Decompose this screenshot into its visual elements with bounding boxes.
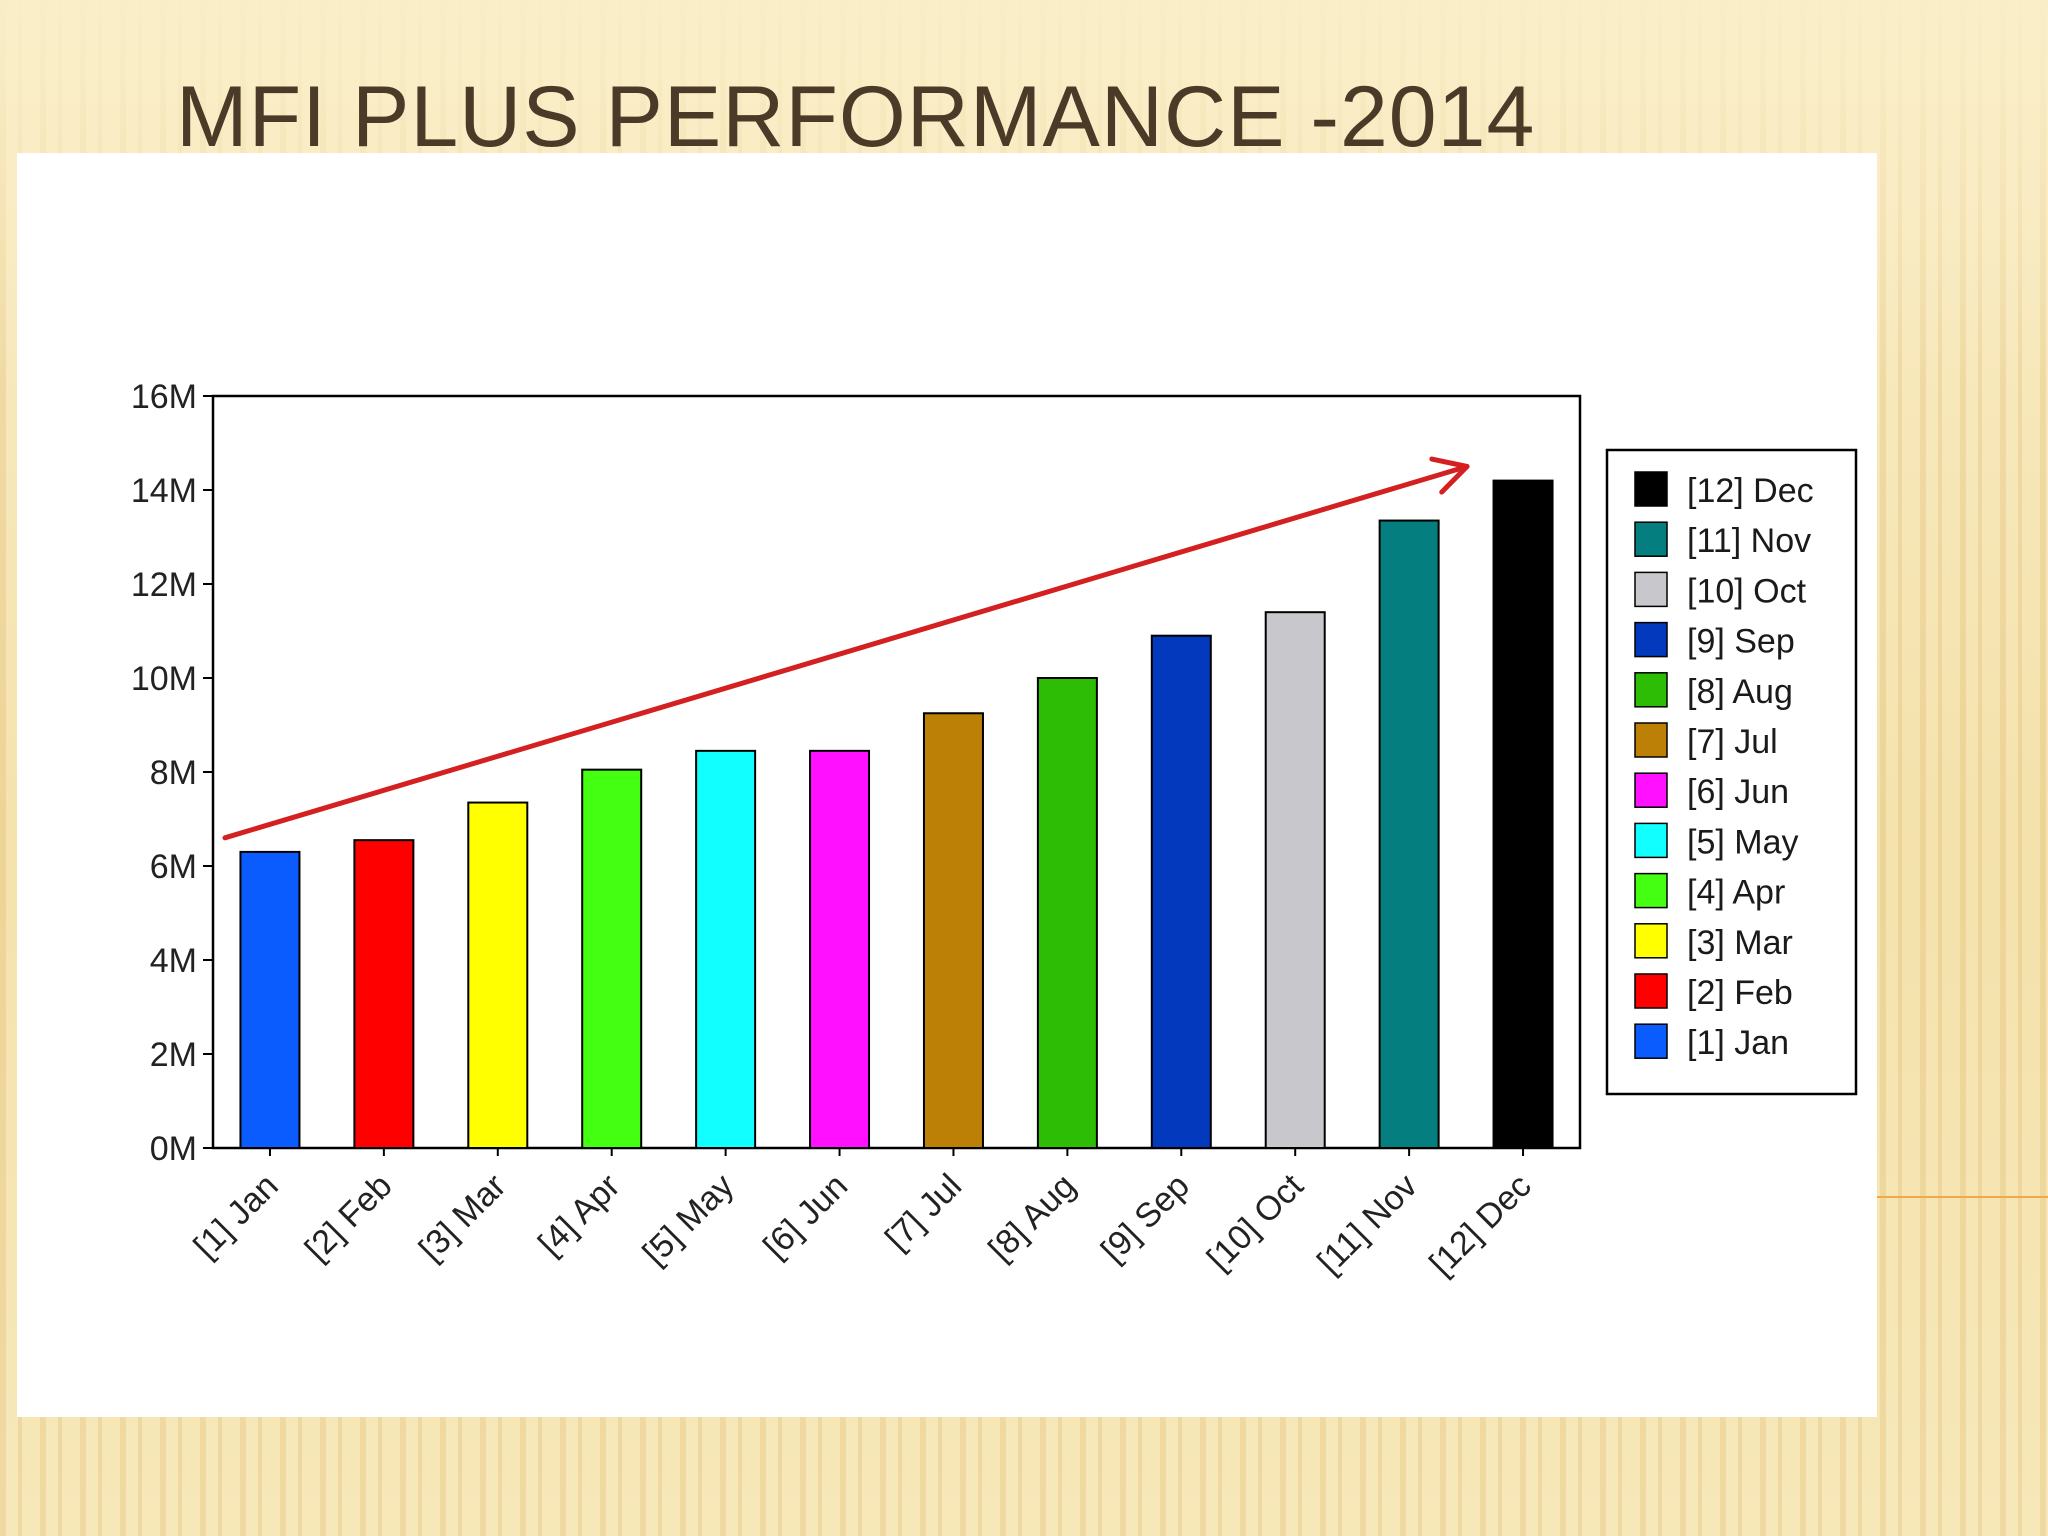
x-tick-label: [8] Aug <box>981 1167 1083 1269</box>
bar <box>695 749 757 1149</box>
x-tick-label: [3] Mar <box>412 1167 514 1269</box>
legend-swatch <box>1634 1023 1668 1059</box>
bar <box>353 839 415 1150</box>
x-tick-label: [4] Apr <box>531 1167 627 1263</box>
x-tick-label: [9] Sep <box>1094 1167 1197 1270</box>
bar <box>239 850 301 1150</box>
x-tick-label: [5] May <box>636 1167 742 1273</box>
y-tick-label: 4M <box>150 942 197 980</box>
y-tick-label: 12M <box>131 566 197 604</box>
legend-swatch <box>1634 772 1668 808</box>
legend-label: [12] Dec <box>1687 472 1814 510</box>
bar <box>1036 677 1098 1149</box>
x-tick-label: [12] Dec <box>1422 1167 1538 1283</box>
legend-label: [4] Apr <box>1687 874 1785 912</box>
bar <box>922 712 984 1149</box>
y-tick-label: 10M <box>131 660 197 698</box>
slide-title: MFI PLUS PERFORMANCE -2014 <box>176 69 1536 165</box>
legend-swatch <box>1634 672 1668 708</box>
bar <box>1264 611 1326 1149</box>
y-tick-label: 8M <box>150 754 197 792</box>
legend-label: [7] Jul <box>1687 723 1778 761</box>
legend-swatch <box>1634 621 1668 658</box>
legend-swatch <box>1634 521 1668 557</box>
x-tick-label: [1] Jan <box>187 1167 286 1266</box>
trend-arrow <box>222 456 1470 841</box>
y-tick-label: 2M <box>150 1036 197 1074</box>
bars-layer <box>239 479 1554 1150</box>
legend-label: [11] Nov <box>1687 522 1811 560</box>
plot-frame <box>211 394 1582 1150</box>
bar <box>1378 519 1440 1149</box>
axis-layer: 0M 2M 4M 6M 8M 10M 12M 14M 16M <box>131 378 1582 1168</box>
accent-line <box>1790 1196 2048 1198</box>
trend-arrow-head <box>1429 456 1470 495</box>
legend-label: [2] Feb <box>1687 974 1793 1012</box>
chart-panel: 0M 2M 4M 6M 8M 10M 12M 14M 16M [1] Jan [2] Feb [3]… <box>17 153 1877 1417</box>
y-tick-label: 16M <box>131 378 197 416</box>
trend-arrow-shaft <box>222 464 1470 841</box>
legend: [12] Dec [11] Nov [10] Oct [9] Sep [8] Aug [7… <box>1605 448 1858 1096</box>
legend-label: [5] May <box>1687 823 1798 861</box>
legend-label: [9] Sep <box>1687 623 1795 661</box>
legend-label: [8] Aug <box>1687 673 1793 711</box>
legend-swatch <box>1634 571 1668 608</box>
x-tick-label: [6] Jun <box>756 1167 855 1266</box>
y-tick-label: 0M <box>150 1130 197 1168</box>
legend-swatch <box>1634 471 1668 507</box>
y-tick-label: 14M <box>131 472 197 510</box>
legend-label: [3] Mar <box>1687 924 1793 962</box>
x-tick-label: [11] Nov <box>1310 1167 1425 1282</box>
legend-swatch <box>1634 923 1668 959</box>
bar <box>1492 479 1554 1150</box>
y-tick-label: 6M <box>150 848 197 886</box>
bar <box>809 749 871 1149</box>
legend-swatch <box>1634 822 1668 859</box>
bar <box>467 801 529 1149</box>
legend-swatch <box>1634 872 1668 909</box>
legend-swatch <box>1634 722 1668 758</box>
legend-label: [1] Jan <box>1687 1024 1789 1062</box>
x-tick-label: [10] Oct <box>1200 1166 1311 1277</box>
x-tick-label: [7] Jul <box>878 1167 969 1258</box>
x-tick-labels: [1] Jan [2] Feb [3] Mar [4] Apr [5] May [6] J… <box>187 1148 1539 1283</box>
legend-label: [10] Oct <box>1687 572 1807 610</box>
x-tick-label: [2] Feb <box>298 1167 400 1269</box>
legend-swatch <box>1634 973 1668 1009</box>
legend-label: [6] Jun <box>1687 773 1789 811</box>
bar <box>1150 634 1212 1149</box>
bar <box>581 768 643 1150</box>
